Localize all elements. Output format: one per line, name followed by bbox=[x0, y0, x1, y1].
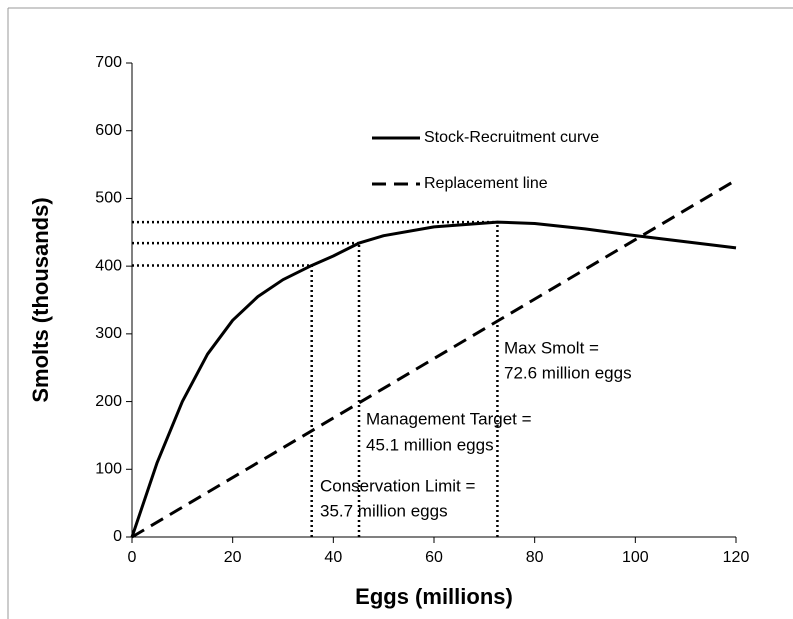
x-tick-label: 100 bbox=[622, 549, 649, 566]
x-tick-label: 80 bbox=[526, 549, 544, 566]
x-tick-label: 60 bbox=[425, 549, 443, 566]
y-tick-label: 200 bbox=[95, 393, 122, 410]
y-tick-label: 700 bbox=[95, 54, 122, 71]
annotation: Management Target = bbox=[366, 409, 532, 428]
annotation: Conservation Limit = bbox=[320, 476, 476, 495]
y-tick-label: 0 bbox=[113, 528, 122, 545]
y-tick-label: 400 bbox=[95, 257, 122, 274]
x-axis-title: Eggs (millions) bbox=[355, 584, 513, 609]
series-line bbox=[130, 220, 737, 538]
annotation: Max Smolt = bbox=[504, 338, 599, 357]
y-tick-label: 300 bbox=[95, 325, 122, 342]
x-tick-label: 0 bbox=[128, 549, 137, 566]
legend-label: Replacement line bbox=[424, 175, 548, 192]
y-tick-label: 100 bbox=[95, 461, 122, 478]
y-axis-title: Smolts (thousands) bbox=[28, 197, 53, 402]
y-tick-label: 500 bbox=[95, 190, 122, 207]
x-tick-label: 40 bbox=[324, 549, 342, 566]
annotation: 72.6 million eggs bbox=[504, 363, 632, 382]
annotation: 45.1 million eggs bbox=[366, 435, 494, 454]
annotation: 35.7 million eggs bbox=[320, 501, 448, 520]
y-tick-label: 600 bbox=[95, 122, 122, 139]
x-tick-label: 20 bbox=[224, 549, 242, 566]
series-line bbox=[131, 178, 737, 539]
x-tick-label: 120 bbox=[723, 549, 750, 566]
legend-label: Stock-Recruitment curve bbox=[424, 129, 599, 146]
